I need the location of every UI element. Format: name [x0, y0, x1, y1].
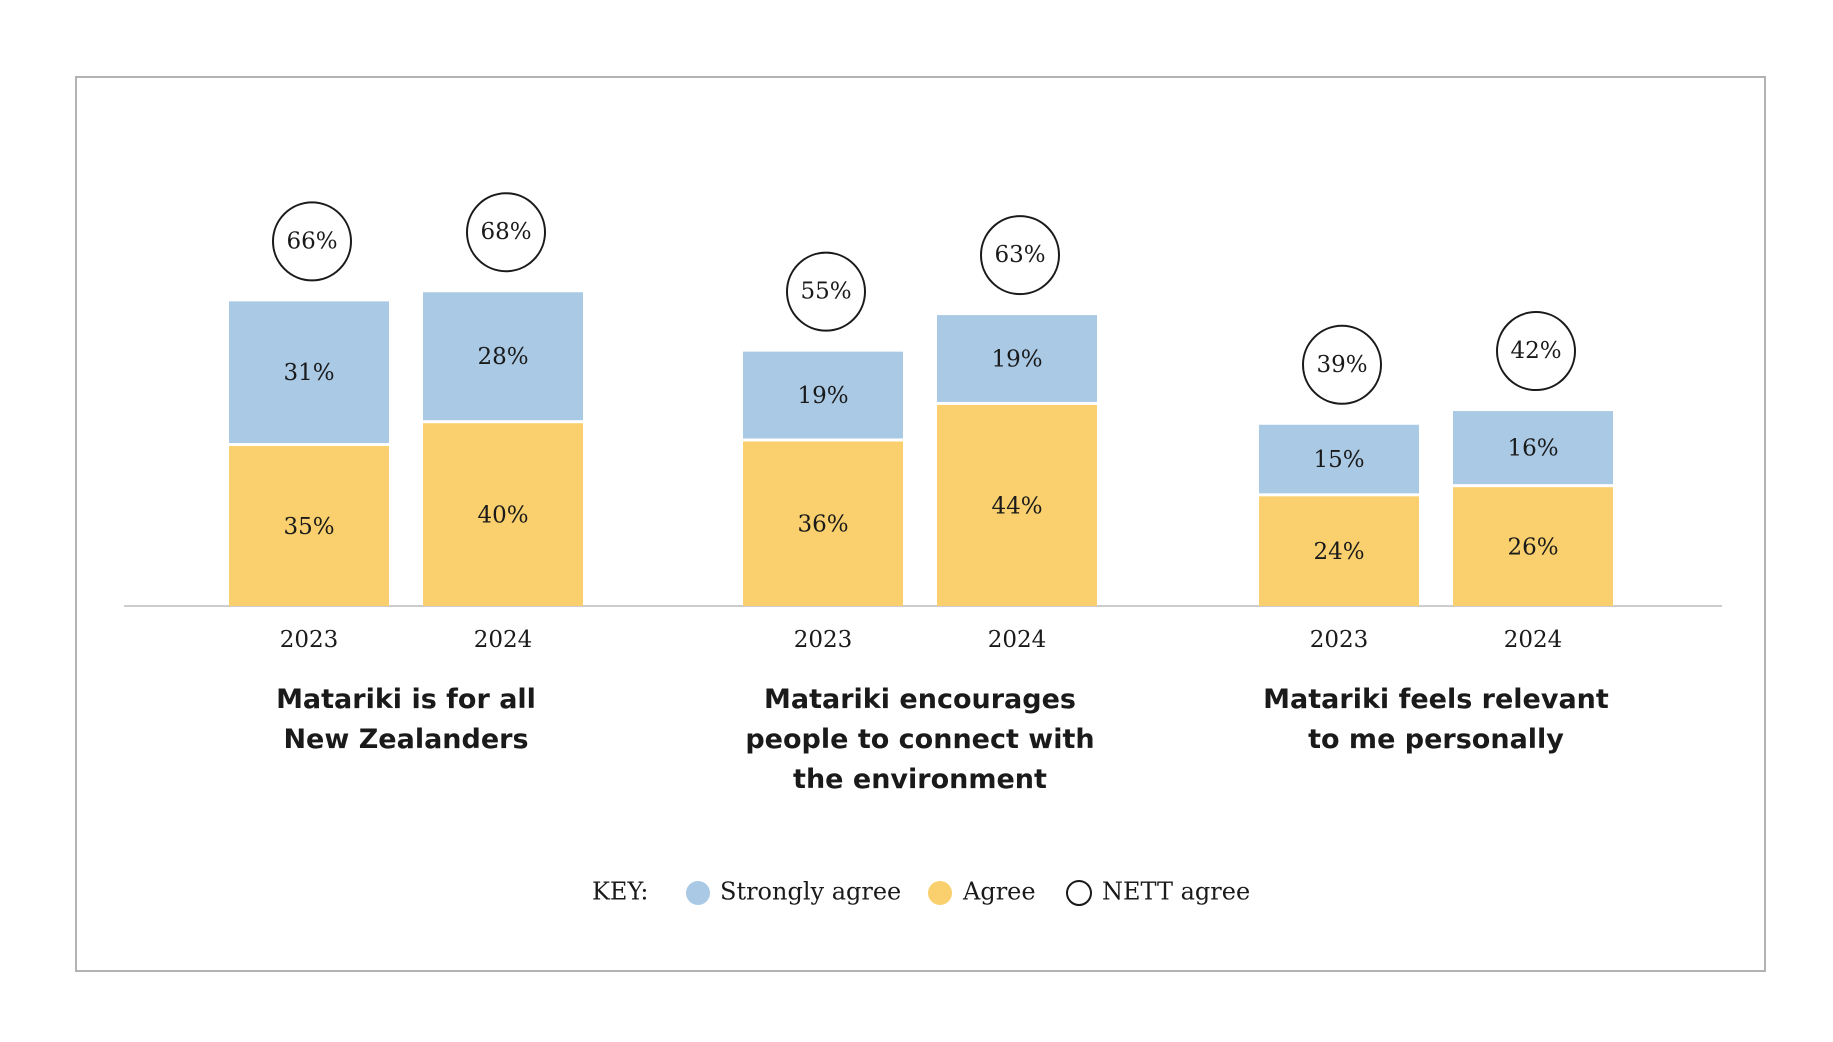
- bar-label-agree: 26%: [1507, 535, 1558, 561]
- bar-strongly-agree: [743, 351, 903, 439]
- chart-key: KEY: Strongly agree Agree NETT agree: [592, 878, 1250, 906]
- bars-layer: 35% 31% 66% 2023 40% 28% 68% 2024 Matariki is fo…: [229, 192, 1613, 795]
- bar-agree: [743, 441, 903, 606]
- key-label: KEY:: [592, 878, 648, 906]
- bar-label-agree: 40%: [477, 503, 528, 529]
- nett-label: 42%: [1510, 338, 1561, 364]
- group-title-line: people to connect with: [745, 724, 1094, 755]
- nett-label: 68%: [480, 219, 531, 245]
- nett-circle: [1302, 324, 1382, 405]
- group-title-line: to me personally: [1308, 724, 1564, 755]
- nett-label: 66%: [286, 228, 337, 254]
- bar-agree: [423, 423, 583, 606]
- bar-strongly-agree: [1259, 424, 1419, 494]
- bar-strongly-agree: [1453, 411, 1613, 485]
- key-text-agree: Agree: [962, 878, 1036, 906]
- bar-agree: [229, 446, 389, 606]
- nett-label: 55%: [800, 279, 851, 305]
- group-title-line: the environment: [793, 764, 1047, 795]
- key-text-nett-agree: NETT agree: [1102, 878, 1250, 906]
- bar-agree: [937, 404, 1097, 606]
- year-label: 2024: [1504, 627, 1563, 653]
- bar-label-strongly-agree: 16%: [1507, 436, 1558, 462]
- nett-circle: [272, 201, 352, 282]
- key-swatch-agree: [928, 881, 952, 905]
- group-title-line: Matariki encourages: [764, 684, 1076, 715]
- nett-circle: [466, 192, 546, 273]
- group-title-line: New Zealanders: [283, 724, 528, 755]
- nett-circle: [786, 251, 866, 332]
- group-title-line: Matariki feels relevant: [1263, 684, 1609, 715]
- bar-strongly-agree: [937, 315, 1097, 402]
- key-swatch-strongly-agree: [686, 881, 710, 905]
- year-label: 2023: [794, 627, 853, 653]
- bar-label-agree: 24%: [1313, 539, 1364, 565]
- bar-label-strongly-agree: 15%: [1313, 447, 1364, 473]
- nett-circle: [980, 215, 1060, 296]
- bar-strongly-agree: [229, 301, 389, 444]
- bar-label-agree: 44%: [991, 493, 1042, 519]
- bar-agree: [1259, 496, 1419, 606]
- group-title-line: Matariki is for all: [276, 684, 536, 715]
- year-label: 2024: [474, 627, 533, 653]
- bar-label-agree: 35%: [283, 514, 334, 540]
- nett-label: 63%: [994, 242, 1045, 268]
- year-label: 2024: [988, 627, 1047, 653]
- year-label: 2023: [1310, 627, 1369, 653]
- key-swatch-nett-agree: [1066, 880, 1092, 906]
- year-label: 2023: [280, 627, 339, 653]
- bar-label-strongly-agree: 31%: [283, 360, 334, 386]
- nett-label: 39%: [1316, 352, 1367, 378]
- bar-label-strongly-agree: 28%: [477, 344, 528, 370]
- nett-circle: [1496, 311, 1576, 392]
- key-text-strongly-agree: Strongly agree: [720, 878, 901, 906]
- bar-agree: [1453, 487, 1613, 606]
- bar-label-agree: 36%: [797, 512, 848, 538]
- bar-label-strongly-agree: 19%: [797, 383, 848, 409]
- bar-strongly-agree: [423, 292, 583, 421]
- bar-label-strongly-agree: 19%: [991, 347, 1042, 373]
